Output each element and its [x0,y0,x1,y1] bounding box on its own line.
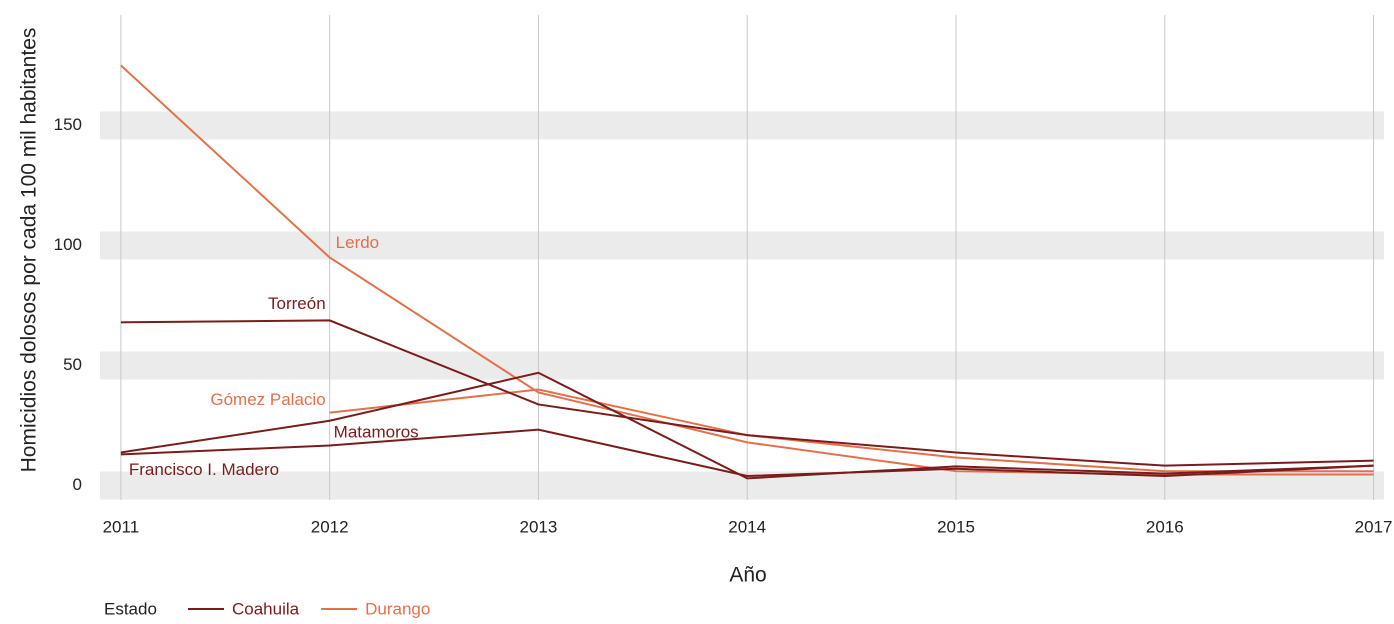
x-tick-label: 2017 [1355,517,1393,536]
series-line [120,319,1374,467]
series-line [120,371,1374,480]
y-tick-label: 0 [73,475,82,494]
series-label: Lerdo [336,233,379,252]
x-tick-label: 2011 [103,517,140,536]
x-axis-title: Año [729,564,766,587]
series-line [329,388,1374,473]
x-tick-label: 2016 [1146,517,1184,536]
y-tick-label: 50 [63,355,82,374]
x-tick-label: 2014 [728,517,766,536]
series-label: Torreón [268,294,326,313]
legend-title: Estado [104,599,157,618]
x-tick-label: 2015 [937,517,975,536]
grid-band [100,231,1384,260]
y-axis-title: Homicidios dolosos por cada 100 mil habi… [18,28,41,473]
legend-label: Coahuila [232,599,300,618]
y-tick-label: 100 [54,235,82,254]
grid-band [100,111,1384,140]
series-label: Gómez Palacio [210,390,325,409]
x-tick-label: 2012 [311,517,349,536]
y-tick-label: 150 [54,115,82,134]
series-line [120,428,1374,477]
series-label: Francisco I. Madero [129,460,279,479]
legend-label: Durango [365,599,430,618]
x-tick-label: 2013 [520,517,558,536]
grid-band [100,351,1384,380]
series-label: Matamoros [334,422,419,441]
